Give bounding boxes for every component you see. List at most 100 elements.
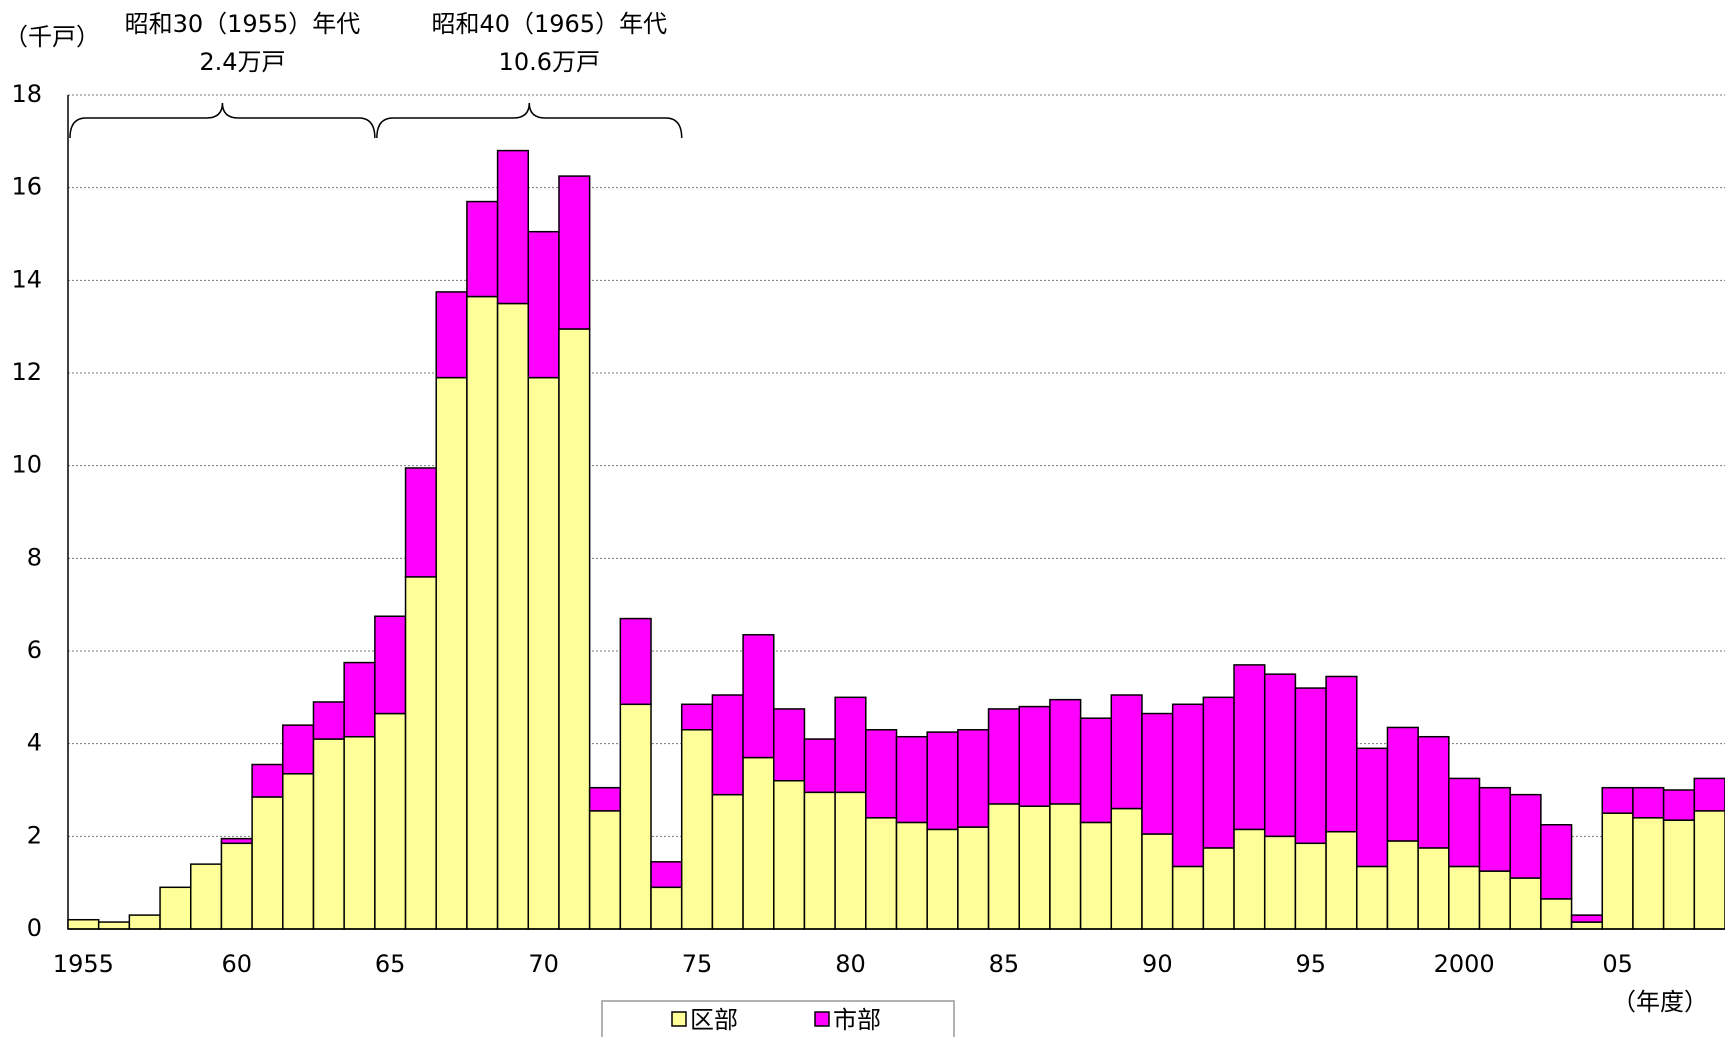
- bar-segment: [588, 810, 622, 930]
- bar-segment: [1356, 747, 1389, 868]
- bar-segment: [1662, 789, 1696, 821]
- bar-segment: [865, 729, 898, 819]
- annotation-total: 2.4万戸: [199, 48, 285, 76]
- bar-segment: [189, 863, 223, 930]
- bar-segment: [1570, 914, 1604, 923]
- bar-segment: [987, 708, 1020, 805]
- y-tick-label: 18: [11, 80, 42, 108]
- bar-segment: [1601, 812, 1634, 930]
- legend-swatch: [814, 1011, 830, 1027]
- bar-segment: [1386, 726, 1419, 842]
- bar-segment: [680, 703, 714, 731]
- bar-segment: [1478, 870, 1511, 930]
- bar-segment: [220, 837, 253, 845]
- brace: [376, 102, 683, 139]
- bar-segment: [1141, 833, 1174, 930]
- bar-segment: [1509, 793, 1542, 879]
- bar-segment: [803, 791, 836, 930]
- bar-segment: [282, 773, 315, 930]
- bar-segment: [1294, 842, 1327, 930]
- bar-segment: [1356, 865, 1389, 930]
- bar-segment: [1233, 664, 1266, 831]
- bar-segment: [834, 696, 867, 794]
- bar-segment: [680, 729, 714, 930]
- bar-segment: [435, 291, 468, 379]
- bar-segment: [1079, 821, 1113, 930]
- bar-segment: [374, 712, 407, 930]
- bar-segment: [1540, 824, 1573, 900]
- y-tick-label: 10: [11, 451, 42, 479]
- bar-segment: [773, 708, 806, 782]
- bar-segment: [1417, 847, 1450, 930]
- bar-segment: [1509, 877, 1542, 930]
- bar-segment: [1110, 807, 1143, 930]
- bar-segment: [1263, 673, 1297, 838]
- bar-segment: [220, 842, 253, 930]
- bar-segment: [1601, 786, 1634, 814]
- legend-label: 市部: [833, 1006, 881, 1034]
- bar-segment: [1448, 865, 1481, 930]
- bar-segment: [1263, 835, 1297, 930]
- bar-segment: [742, 634, 775, 759]
- bar-segment: [865, 817, 898, 930]
- bar-segment: [803, 738, 836, 794]
- bar-segment: [619, 703, 652, 930]
- bar-segment: [343, 735, 376, 930]
- bar-segment: [1171, 703, 1205, 868]
- x-tick-label: 05: [1602, 950, 1633, 978]
- bar-segment: [650, 861, 683, 889]
- bar-segment: [1325, 675, 1358, 833]
- bar-segment: [558, 328, 591, 930]
- bar-segment: [711, 793, 744, 930]
- bar-segment: [895, 821, 928, 930]
- bar-segment: [1386, 840, 1419, 930]
- bar-segment: [1570, 921, 1604, 930]
- bar-segment: [742, 756, 775, 930]
- bar-segment: [1018, 805, 1051, 930]
- bar-segment: [834, 791, 867, 930]
- bar-segment: [926, 731, 959, 831]
- bar-segment: [1693, 810, 1725, 930]
- bar-segment: [1110, 694, 1143, 810]
- annotation-total: 10.6万戸: [499, 48, 600, 76]
- bar-segment: [1171, 865, 1205, 930]
- x-tick-label: 70: [528, 950, 559, 978]
- bar-segment: [404, 576, 437, 930]
- bar-segment: [404, 467, 437, 578]
- annotation: 昭和40（1965）年代: [431, 10, 667, 38]
- bar-segment: [1662, 819, 1696, 930]
- bar-segment: [496, 149, 530, 305]
- bar-segment: [926, 828, 959, 930]
- bar-segment: [1540, 898, 1573, 930]
- legend-label: 区部: [690, 1006, 738, 1034]
- bar-segment: [1233, 828, 1266, 930]
- bar-segment: [466, 295, 499, 930]
- bar-segment: [1294, 687, 1327, 845]
- y-tick-label: 2: [27, 821, 42, 849]
- x-tick-label: 1955: [53, 950, 114, 978]
- x-tick-label: 90: [1142, 950, 1173, 978]
- bar-segment: [650, 886, 683, 930]
- y-tick-label: 8: [27, 543, 42, 571]
- y-axis-label: （千戸）: [4, 23, 100, 51]
- bar-segment: [711, 694, 744, 796]
- y-tick-label: 14: [11, 265, 42, 293]
- brace: [69, 102, 376, 139]
- bar-segment: [957, 826, 990, 930]
- bar-segment: [435, 376, 468, 930]
- y-tick-label: 6: [27, 636, 42, 664]
- bar-segment: [1478, 786, 1511, 872]
- bar-segment: [1693, 777, 1725, 812]
- y-tick-label: 4: [27, 729, 42, 757]
- bar-segment: [987, 803, 1020, 930]
- y-tick-label: 0: [27, 914, 42, 942]
- bar-segment: [251, 796, 284, 930]
- bar-segment: [312, 701, 345, 740]
- x-tick-label: 65: [375, 950, 406, 978]
- y-tick-label: 12: [11, 358, 42, 386]
- bar-segment: [251, 763, 284, 798]
- bar-segment: [1049, 698, 1082, 805]
- bar-segment: [1079, 717, 1113, 824]
- bar-segment: [312, 738, 345, 930]
